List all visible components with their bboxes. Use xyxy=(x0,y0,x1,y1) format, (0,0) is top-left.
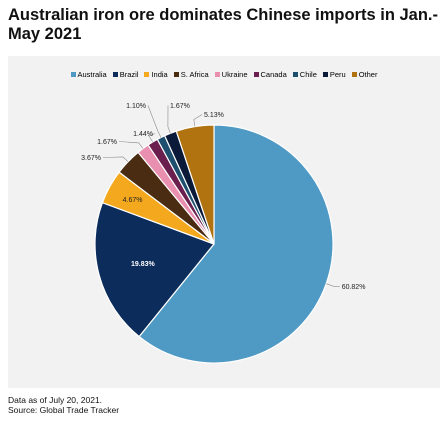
leader-line-australia xyxy=(326,283,340,287)
legend: Australia Brazil India S. Africa Ukraine Cana… xyxy=(8,70,440,79)
legend-swatch xyxy=(322,71,328,77)
data-label-india: 4.67% xyxy=(123,197,143,204)
leader-line-s-africa xyxy=(102,156,129,162)
data-label-peru: 1.67% xyxy=(170,103,190,110)
data-label-other: 5.13% xyxy=(204,112,224,119)
data-label-brazil: 19.83% xyxy=(131,261,156,268)
legend-swatch xyxy=(144,71,150,77)
legend-swatch xyxy=(351,71,357,77)
legend-label: S. Africa xyxy=(180,70,209,79)
data-label-chile: 1.10% xyxy=(126,103,146,110)
leader-line-chile xyxy=(147,105,162,138)
footnote-date: Data as of July 20, 2021. xyxy=(8,395,103,405)
pie-slice-brazil xyxy=(94,201,215,338)
pie-slice-australia xyxy=(138,124,334,364)
legend-label: India xyxy=(151,70,168,79)
legend-swatch xyxy=(173,71,179,77)
leader-line-other xyxy=(193,114,203,127)
legend-label: Brazil xyxy=(119,70,139,79)
leader-line-canada xyxy=(148,133,156,143)
legend-label: Peru xyxy=(329,70,346,79)
legend-swatch xyxy=(214,71,220,77)
legend-item-peru: Peru xyxy=(322,70,346,79)
chart-panel: Australia Brazil India S. Africa Ukraine Cana… xyxy=(8,56,440,388)
legend-item-s-africa: S. Africa xyxy=(173,70,209,79)
data-label-canada: 1.44% xyxy=(133,131,153,138)
legend-item-canada: Canada xyxy=(253,70,287,79)
legend-label: Ukraine xyxy=(221,70,248,79)
legend-swatch xyxy=(70,71,76,77)
footnote: Data as of July 20, 2021. Source: Global… xyxy=(8,395,119,415)
legend-label: Chile xyxy=(299,70,317,79)
legend-item-brazil: Brazil xyxy=(112,70,139,79)
legend-item-other: Other xyxy=(351,70,378,79)
leader-line-peru xyxy=(167,105,171,134)
data-label-ukraine: 1.67% xyxy=(97,139,117,146)
legend-swatch xyxy=(292,71,298,77)
legend-label: Australia xyxy=(77,70,107,79)
legend-item-chile: Chile xyxy=(292,70,317,79)
data-label-s-africa: 3.67% xyxy=(81,155,101,162)
data-label-australia: 60.82% xyxy=(342,284,366,291)
chart-title: Australian iron ore dominates Chinese im… xyxy=(8,6,438,43)
footnote-source: Source: Global Trade Tracker xyxy=(8,405,120,415)
pie-slice-other xyxy=(175,124,215,245)
legend-label: Canada xyxy=(260,70,287,79)
legend-label: Other xyxy=(358,70,378,79)
legend-swatch xyxy=(253,71,259,77)
legend-item-india: India xyxy=(144,70,168,79)
legend-item-australia: Australia xyxy=(70,70,107,79)
leader-line-ukraine xyxy=(118,141,144,149)
legend-item-ukraine: Ukraine xyxy=(214,70,248,79)
pie-chart: 60.82% 19.83% 4.67% 3.67% 1.67% 1.44% 1.10% 1.6… xyxy=(81,103,366,364)
legend-swatch xyxy=(112,71,118,77)
